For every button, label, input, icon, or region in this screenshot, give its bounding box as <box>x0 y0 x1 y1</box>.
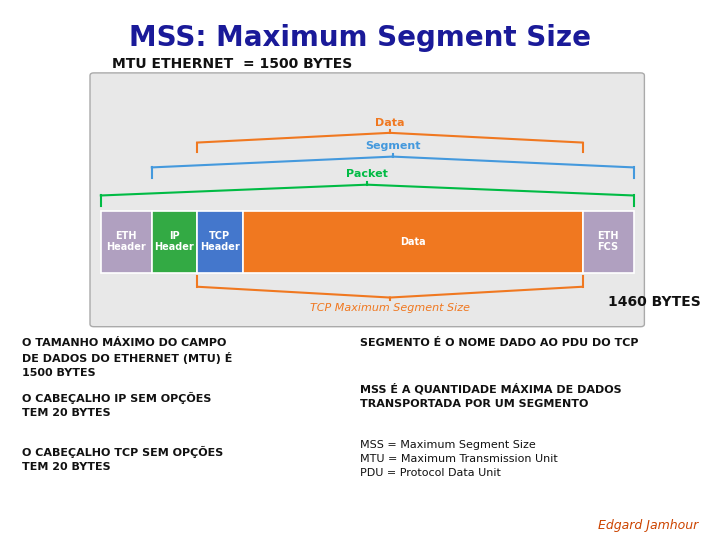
Text: ETH
FCS: ETH FCS <box>598 231 619 252</box>
FancyBboxPatch shape <box>243 211 582 273</box>
FancyBboxPatch shape <box>582 211 634 273</box>
FancyBboxPatch shape <box>101 211 152 273</box>
Text: SEGMENTO É O NOME DADO AO PDU DO TCP: SEGMENTO É O NOME DADO AO PDU DO TCP <box>360 338 639 348</box>
Text: MSS = Maximum Segment Size
MTU = Maximum Transmission Unit
PDU = Protocol Data U: MSS = Maximum Segment Size MTU = Maximum… <box>360 440 558 478</box>
FancyBboxPatch shape <box>90 73 644 327</box>
Text: O CABEÇALHO TCP SEM OPÇÕES
TEM 20 BYTES: O CABEÇALHO TCP SEM OPÇÕES TEM 20 BYTES <box>22 446 223 471</box>
Text: Segment: Segment <box>365 141 420 151</box>
Text: 1460 BYTES: 1460 BYTES <box>608 295 701 309</box>
Text: Data: Data <box>400 237 426 247</box>
Text: MSS: Maximum Segment Size: MSS: Maximum Segment Size <box>129 24 591 52</box>
Text: Data: Data <box>375 118 405 128</box>
Text: Edgard Jamhour: Edgard Jamhour <box>598 519 698 532</box>
FancyBboxPatch shape <box>152 211 197 273</box>
Text: O TAMANHO MÁXIMO DO CAMPO
DE DADOS DO ETHERNET (MTU) É
1500 BYTES: O TAMANHO MÁXIMO DO CAMPO DE DADOS DO ET… <box>22 338 232 379</box>
Text: O CABEÇALHO IP SEM OPÇÕES
TEM 20 BYTES: O CABEÇALHO IP SEM OPÇÕES TEM 20 BYTES <box>22 392 211 417</box>
FancyBboxPatch shape <box>197 211 243 273</box>
Text: TCP
Header: TCP Header <box>200 231 240 252</box>
Text: ETH
Header: ETH Header <box>107 231 146 252</box>
Text: TCP Maximum Segment Size: TCP Maximum Segment Size <box>310 303 470 313</box>
Text: IP
Header: IP Header <box>155 231 194 252</box>
Text: Packet: Packet <box>346 169 388 179</box>
Text: MTU ETHERNET  = 1500 BYTES: MTU ETHERNET = 1500 BYTES <box>112 57 352 71</box>
Text: MSS É A QUANTIDADE MÁXIMA DE DADOS
TRANSPORTADA POR UM SEGMENTO: MSS É A QUANTIDADE MÁXIMA DE DADOS TRANS… <box>360 383 621 409</box>
